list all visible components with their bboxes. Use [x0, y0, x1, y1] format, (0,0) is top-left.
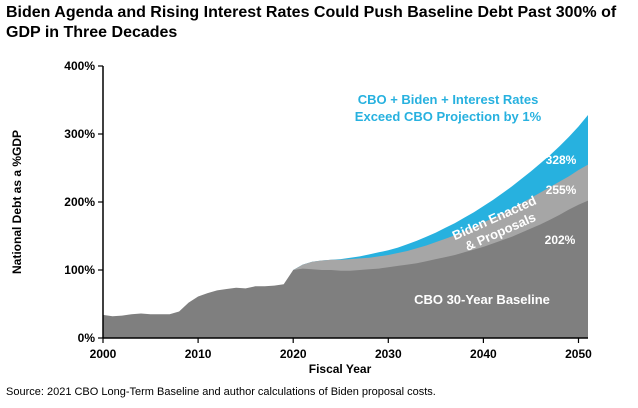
end-label-rates: 328%	[546, 153, 577, 167]
x-tick-label: 2000	[90, 347, 117, 361]
y-tick-label: 300%	[64, 127, 95, 141]
y-tick-label: 200%	[64, 195, 95, 209]
x-tick-group: 2000 2010 2020 2030 2040 2050	[90, 338, 592, 361]
end-label-biden: 255%	[546, 183, 577, 197]
x-tick-label: 2010	[185, 347, 212, 361]
x-tick-label: 2020	[280, 347, 307, 361]
rates-annotation-arrowhead	[552, 124, 559, 131]
x-tick-label: 2050	[565, 347, 592, 361]
rates-annotation-line1: CBO + Biden + Interest Rates	[358, 92, 539, 107]
axes-layer: 0%100%200%300%400% 2000 2010 2020 2030 2040 2…	[64, 59, 592, 361]
area-baseline	[103, 200, 588, 338]
baseline-annotation: CBO 30-Year Baseline	[414, 292, 550, 307]
y-axis-label: National Debt as a %GDP	[10, 130, 24, 274]
area-layer	[103, 115, 588, 338]
y-tick-label: 0%	[78, 331, 96, 345]
x-axis-label: Fiscal Year	[309, 362, 372, 376]
x-tick-label: 2040	[470, 347, 497, 361]
y-tick-group: 0% 100% 200% 300% 400%	[64, 59, 103, 345]
y-tick-label: 400%	[64, 59, 95, 73]
y-tick-label: 100%	[64, 263, 95, 277]
chart-title: Biden Agenda and Rising Interest Rates C…	[6, 4, 617, 41]
rates-annotation-line2: Exceed CBO Projection by 1%	[355, 109, 542, 124]
source-note: Source: 2021 CBO Long-Term Baseline and …	[6, 386, 436, 398]
end-label-baseline: 202%	[545, 233, 576, 247]
x-tick-label: 2030	[375, 347, 402, 361]
